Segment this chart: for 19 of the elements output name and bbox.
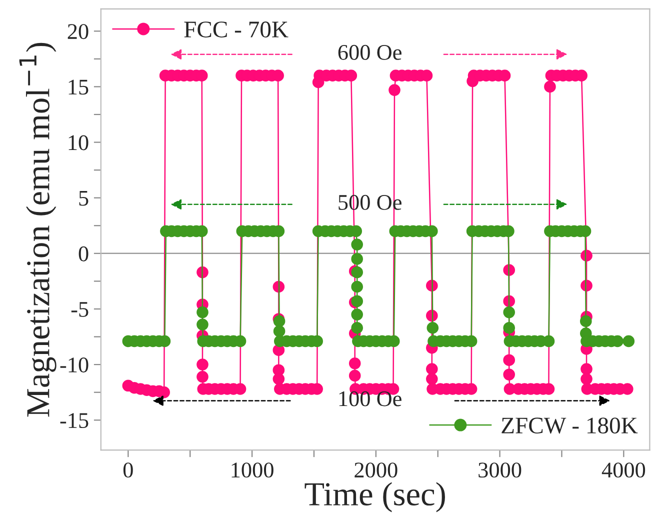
y-axis-title: Magnetization (emu mol$^{−1}$) bbox=[19, 42, 56, 417]
y-tick-label: 20 bbox=[68, 24, 88, 40]
annotation: 600 Oe bbox=[338, 44, 402, 60]
annotation: 100 Oe bbox=[339, 391, 402, 406]
x-tick-label: 1000 bbox=[232, 462, 274, 478]
y-tick-label: 0 bbox=[78, 246, 88, 262]
x-axis-title: Time (sec) bbox=[304, 482, 445, 512]
x-tick-label: 2000 bbox=[354, 462, 398, 478]
legend-label: ZFCW - 180K bbox=[502, 418, 638, 434]
y-tick-label: -10 bbox=[60, 357, 88, 372]
y-tick-label: 10 bbox=[68, 135, 88, 150]
y-tick-label: -15 bbox=[60, 413, 88, 428]
y-tick-label: -5 bbox=[71, 302, 88, 317]
legend-label: FCC - 70K bbox=[184, 22, 288, 38]
y-tick-label: 5 bbox=[79, 190, 88, 206]
x-tick-label: 3000 bbox=[478, 462, 522, 478]
y-tick-label: 15 bbox=[68, 80, 88, 95]
x-tick-label: 0 bbox=[123, 462, 133, 478]
x-tick-label: 4000 bbox=[602, 462, 646, 478]
